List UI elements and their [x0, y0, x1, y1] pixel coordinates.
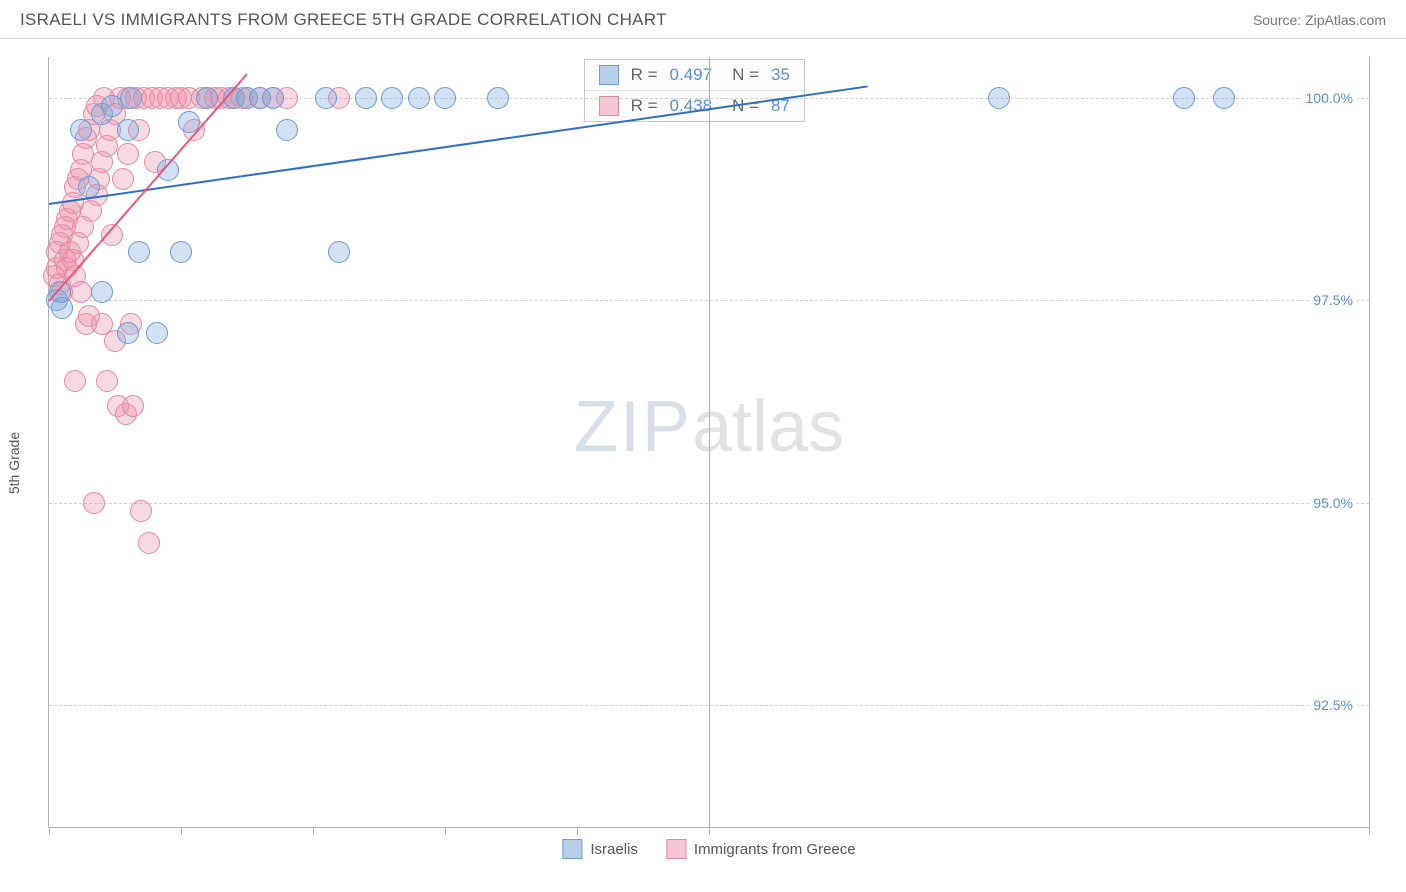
r-label: R =	[631, 65, 658, 85]
legend-label: Immigrants from Greece	[694, 841, 856, 858]
legend: Israelis Immigrants from Greece	[562, 839, 855, 859]
watermark-zip: ZIP	[574, 387, 692, 467]
source-label: Source: ZipAtlas.com	[1253, 12, 1386, 28]
y-tick-label: 97.5%	[1309, 292, 1357, 308]
x-tick	[181, 827, 182, 835]
scatter-point	[146, 322, 168, 344]
scatter-point	[120, 87, 142, 109]
scatter-point	[70, 119, 92, 141]
scatter-point	[117, 119, 139, 141]
scatter-point	[122, 395, 144, 417]
plot-region: ZIPatlas R = 0.497N = 35R = 0.438N = 87 …	[48, 57, 1369, 828]
series-swatch	[599, 65, 619, 85]
x-tick	[313, 827, 314, 835]
n-label: N =	[732, 65, 759, 85]
scatter-point	[117, 322, 139, 344]
x-tick	[49, 827, 50, 835]
stats-row: R = 0.438N = 87	[585, 90, 804, 121]
scatter-point	[117, 143, 139, 165]
chart-title: ISRAELI VS IMMIGRANTS FROM GREECE 5TH GR…	[20, 10, 667, 30]
scatter-point	[128, 241, 150, 263]
chart-area: 5th Grade ZIPatlas R = 0.497N = 35R = 0.…	[0, 39, 1406, 887]
x-tick	[709, 57, 710, 835]
y-axis-label: 5th Grade	[6, 432, 22, 494]
scatter-point	[315, 87, 337, 109]
y-tick-label: 92.5%	[1309, 697, 1357, 713]
scatter-point	[64, 370, 86, 392]
legend-label: Israelis	[590, 841, 638, 858]
scatter-point	[328, 241, 350, 263]
r-label: R =	[631, 96, 658, 116]
scatter-point	[408, 87, 430, 109]
n-value: 35	[771, 65, 790, 85]
scatter-point	[96, 370, 118, 392]
scatter-point	[51, 297, 73, 319]
scatter-point	[355, 87, 377, 109]
scatter-point	[138, 532, 160, 554]
scatter-point	[487, 87, 509, 109]
scatter-point	[434, 87, 456, 109]
x-tick	[577, 827, 578, 835]
scatter-point	[130, 500, 152, 522]
y-tick-label: 100.0%	[1302, 90, 1357, 106]
legend-swatch	[562, 839, 582, 859]
scatter-point	[276, 119, 298, 141]
r-value: 0.497	[670, 65, 713, 85]
legend-item: Israelis	[562, 839, 638, 859]
scatter-point	[91, 281, 113, 303]
correlation-stats-box: R = 0.497 N = 35 R = 0.438N = 87	[584, 59, 805, 122]
scatter-point	[70, 281, 92, 303]
x-tick	[445, 827, 446, 835]
scatter-point	[196, 87, 218, 109]
watermark-atlas: atlas	[692, 387, 844, 467]
scatter-point	[262, 87, 284, 109]
y-tick-label: 95.0%	[1309, 495, 1357, 511]
x-tick	[1369, 57, 1370, 835]
scatter-point	[83, 492, 105, 514]
scatter-point	[112, 168, 134, 190]
stats-row: R = 0.497 N = 35	[585, 60, 804, 90]
scatter-point	[1173, 87, 1195, 109]
legend-swatch	[666, 839, 686, 859]
title-bar: ISRAELI VS IMMIGRANTS FROM GREECE 5TH GR…	[0, 0, 1406, 39]
scatter-point	[1213, 87, 1235, 109]
legend-item: Immigrants from Greece	[666, 839, 856, 859]
scatter-point	[381, 87, 403, 109]
series-swatch	[599, 96, 619, 116]
scatter-point	[988, 87, 1010, 109]
scatter-point	[78, 176, 100, 198]
scatter-point	[170, 241, 192, 263]
